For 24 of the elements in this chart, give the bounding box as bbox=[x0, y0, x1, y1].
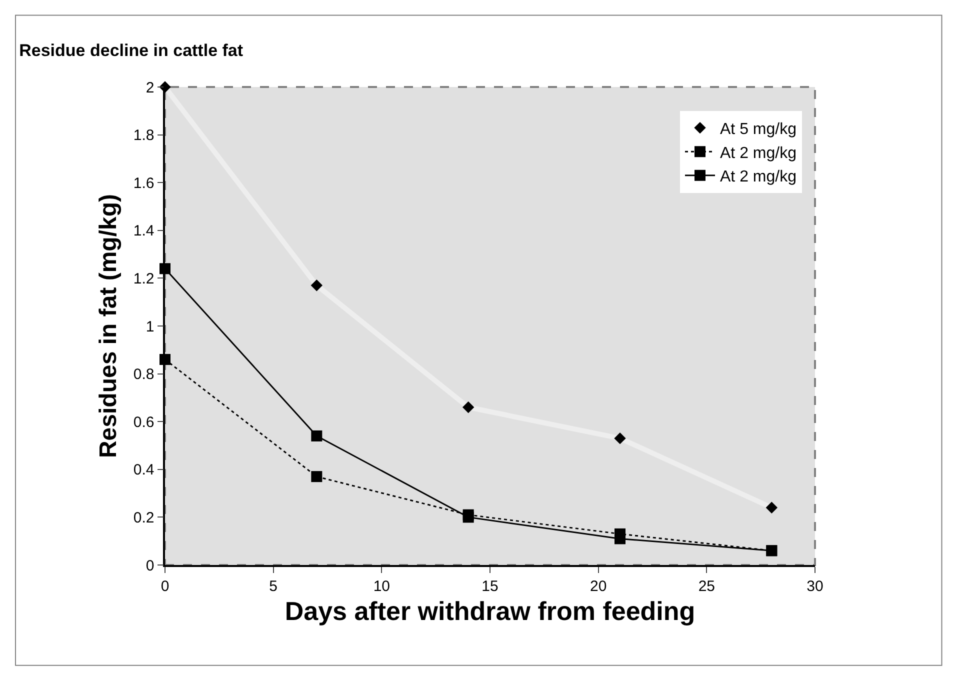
y-tick-label: 0.4 bbox=[133, 462, 154, 479]
legend-label: At 2 mg/kg bbox=[720, 168, 796, 186]
y-tick-label: 0 bbox=[146, 557, 154, 574]
legend-label: At 2 mg/kg bbox=[720, 144, 796, 162]
legend-label: At 5 mg/kg bbox=[720, 121, 796, 138]
y-tick-label: 1.6 bbox=[133, 174, 154, 192]
x-tick-label: 30 bbox=[806, 578, 824, 595]
y-tick-label: 2 bbox=[146, 79, 154, 96]
y-tick-label: 1.2 bbox=[133, 270, 154, 288]
y-tick-label: 0.6 bbox=[133, 414, 154, 431]
chart-title: Residue decline in cattle fat bbox=[19, 40, 244, 60]
x-tick-label: 10 bbox=[373, 578, 390, 595]
y-tick-label: 1 bbox=[146, 318, 154, 336]
x-tick-label: 15 bbox=[482, 578, 498, 595]
y-tick-label: 1.8 bbox=[133, 127, 154, 144]
y-tick-label: 0.2 bbox=[133, 509, 154, 526]
y-axis-title: Residues in fat (mg/kg) bbox=[94, 194, 122, 458]
x-tick-label: 20 bbox=[590, 578, 607, 595]
x-tick-label: 25 bbox=[698, 578, 716, 595]
y-tick-label: 0.8 bbox=[133, 366, 154, 384]
x-tick-label: 5 bbox=[269, 578, 278, 595]
x-axis-title: Days after withdraw from feeding bbox=[284, 596, 696, 626]
x-tick-label: 0 bbox=[160, 578, 170, 595]
y-tick-label: 1.4 bbox=[133, 222, 154, 240]
